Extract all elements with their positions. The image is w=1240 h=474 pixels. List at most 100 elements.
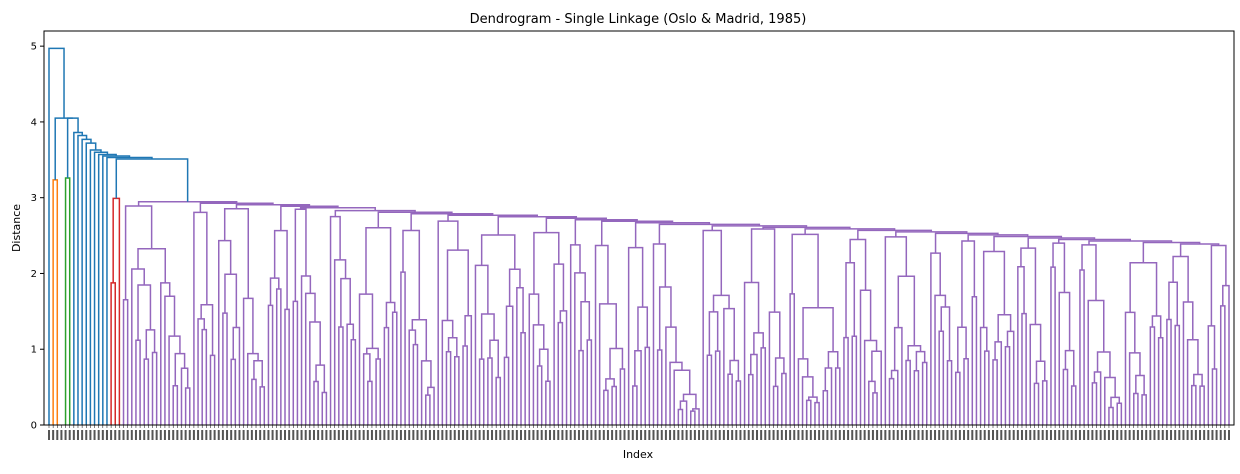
leaf-label-260 — [1124, 430, 1127, 440]
leaf-label-277 — [1194, 430, 1197, 440]
dendrogram-link-250 — [209, 354, 216, 425]
dendrogram-link-50 — [1041, 380, 1048, 425]
dendrogram-link-245 — [242, 297, 254, 425]
dendrogram-link-171 — [533, 231, 560, 295]
leaf-label-203 — [888, 430, 891, 440]
leaf-label-148 — [660, 430, 663, 440]
dendrogram-link-49 — [1033, 382, 1040, 425]
leaf-label-281 — [1211, 430, 1214, 440]
leaf-label-15 — [110, 430, 113, 440]
dendrogram-link-190 — [462, 345, 468, 425]
dendrogram-link-244 — [246, 352, 259, 425]
dendrogram-link-95 — [849, 238, 867, 291]
leaf-label-177 — [780, 430, 783, 440]
leaf-label-61 — [300, 430, 303, 440]
dendrogram-link-230 — [267, 304, 274, 425]
leaf-label-127 — [573, 430, 576, 440]
leaf-label-211 — [921, 430, 924, 440]
dendrogram-link-7 — [1222, 284, 1230, 425]
dendrogram-link-123 — [708, 311, 719, 356]
dendrogram-link-45 — [1052, 242, 1066, 293]
y-tick-label-4: 4 — [31, 117, 37, 128]
leaf-label-96 — [445, 430, 448, 440]
leaf-label-257 — [1112, 430, 1115, 440]
leaf-label-83 — [391, 430, 394, 440]
dendrogram-link-88 — [851, 335, 858, 425]
dendrogram-link-272 — [106, 156, 153, 425]
leaf-label-107 — [491, 430, 494, 440]
leaf-label-209 — [913, 430, 916, 440]
dendrogram-link-254 — [122, 298, 129, 425]
dendrogram-link-253 — [199, 202, 274, 213]
leaf-label-204 — [892, 430, 895, 440]
y-tick-label-3: 3 — [31, 193, 37, 204]
dendrogram-link-139 — [665, 326, 677, 425]
dendrogram-link-197 — [408, 329, 417, 425]
leaf-label-11 — [93, 430, 96, 440]
dendrogram-link-115 — [772, 385, 779, 425]
leaf-label-139 — [623, 430, 626, 440]
leaf-label-212 — [925, 430, 928, 440]
dendrogram-link-82 — [915, 350, 926, 371]
leaf-label-273 — [1178, 430, 1181, 440]
dendrogram-link-13 — [1199, 385, 1205, 425]
dendrogram-link-222 — [313, 380, 319, 425]
leaf-label-225 — [979, 430, 982, 440]
dendrogram-link-71 — [946, 359, 953, 425]
dendrogram-link-247 — [235, 203, 311, 209]
dendrogram-link-60 — [1006, 330, 1015, 425]
leaf-label-1 — [52, 430, 55, 440]
leaf-label-4 — [64, 430, 67, 440]
y-axis: 0 1 2 3 4 5 — [31, 42, 44, 432]
leaf-label-130 — [586, 430, 589, 440]
dendrogram-link-231 — [275, 288, 282, 425]
dendrogram-link-280 — [73, 131, 84, 425]
dendrogram-link-237 — [230, 358, 237, 425]
dendrogram-link-283 — [48, 47, 65, 425]
leaf-label-266 — [1149, 430, 1152, 440]
leaf-label-263 — [1136, 430, 1139, 440]
leaf-label-224 — [975, 430, 978, 440]
dendrogram-link-99 — [814, 401, 820, 425]
leaf-label-76 — [362, 430, 365, 440]
leaf-label-233 — [1012, 430, 1015, 440]
leaf-label-65 — [317, 430, 320, 440]
leaf-label-258 — [1116, 430, 1119, 440]
dendrogram-link-33 — [1116, 402, 1123, 425]
dendrogram-link-20 — [1141, 394, 1147, 425]
leaf-label-210 — [917, 430, 920, 440]
leaf-label-51 — [259, 430, 262, 440]
leaf-label-19 — [126, 430, 129, 440]
leaf-label-7 — [76, 430, 79, 440]
dendrogram-link-153 — [609, 347, 624, 379]
dendrogram-link-279 — [77, 134, 88, 425]
leaf-label-95 — [441, 430, 444, 440]
leaf-label-156 — [693, 430, 696, 440]
dendrogram-link-281 — [66, 117, 79, 178]
leaf-label-101 — [466, 430, 469, 440]
dendrogram-link-184 — [480, 234, 516, 270]
dendrogram-link-127 — [723, 307, 735, 425]
leaf-label-284 — [1223, 430, 1226, 440]
leaf-label-5 — [68, 430, 71, 440]
leaf-label-26 — [155, 430, 158, 440]
leaf-label-50 — [255, 430, 258, 440]
leaf-label-142 — [635, 430, 638, 440]
leaf-label-55 — [275, 430, 278, 440]
dendrogram-link-177 — [480, 313, 495, 360]
dendrogram-link-34 — [1110, 396, 1121, 408]
leaf-label-238 — [1033, 430, 1036, 440]
dendrogram-link-152 — [619, 368, 626, 425]
dendrogram-link-175 — [495, 376, 502, 425]
leaf-label-256 — [1107, 430, 1110, 440]
dendrogram-link-218 — [333, 259, 347, 425]
leaf-label-34 — [188, 430, 191, 440]
dendrogram-link-126 — [729, 359, 740, 382]
leaf-label-81 — [383, 430, 386, 440]
dendrogram-link-77 — [890, 369, 899, 425]
dendrogram-link-192 — [446, 249, 469, 321]
leaf-label-143 — [640, 430, 643, 440]
dendrogram-link-195 — [400, 271, 406, 425]
leaf-label-253 — [1095, 430, 1098, 440]
